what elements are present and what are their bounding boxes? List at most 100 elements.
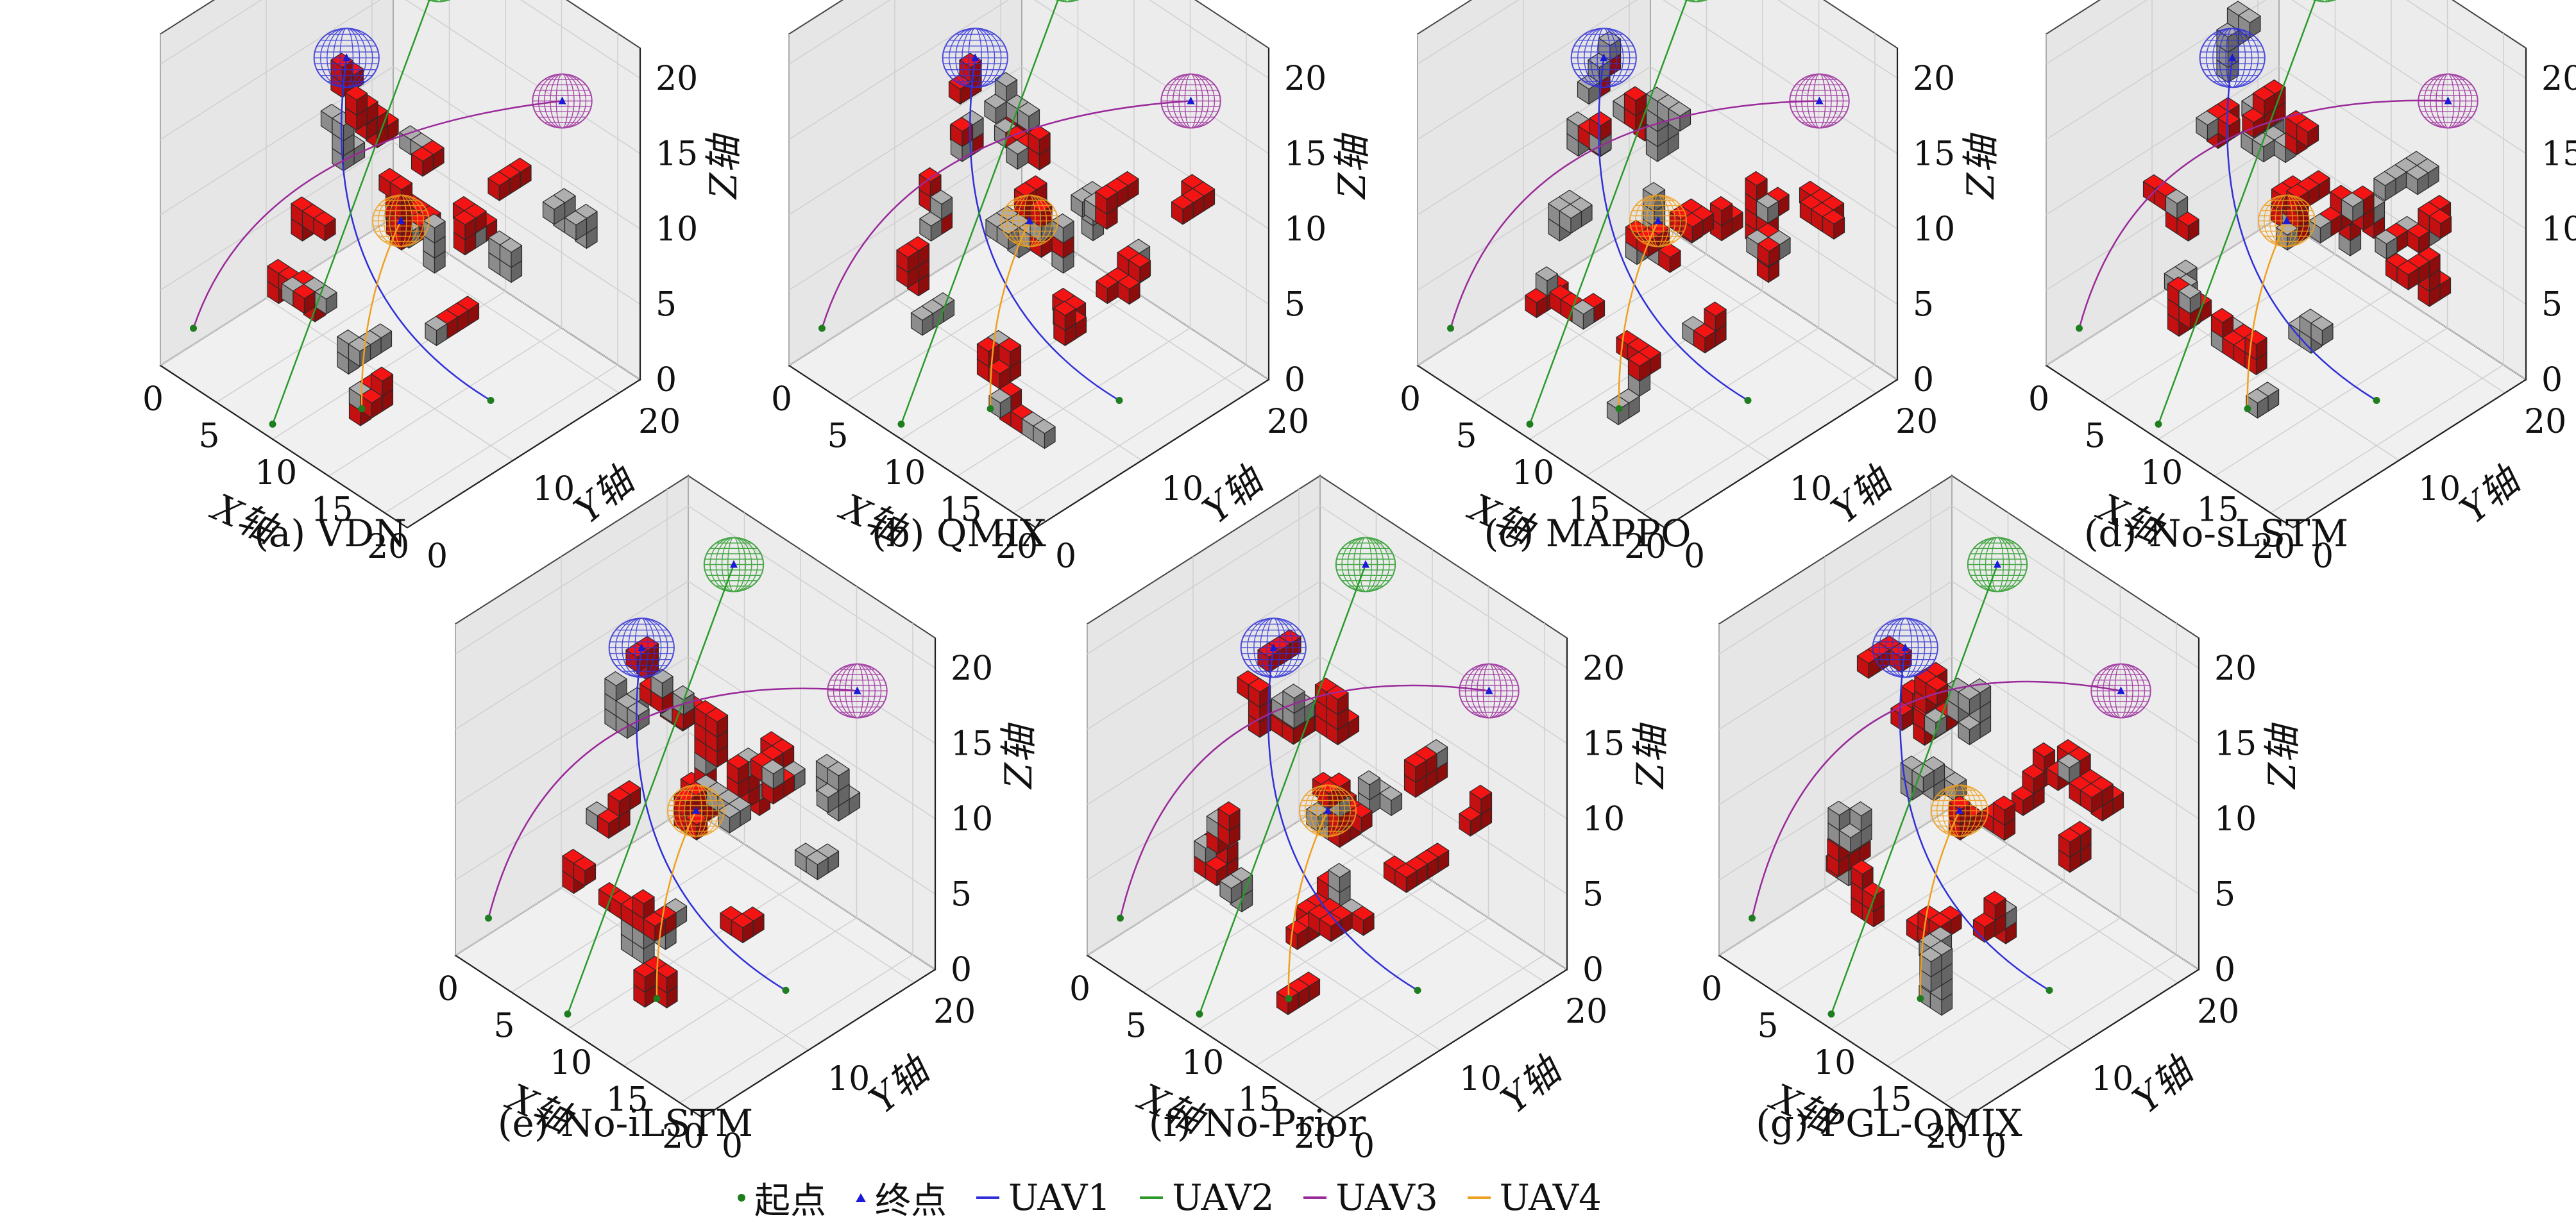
obstacle-face [344,85,368,101]
grid-line [567,880,801,1030]
legend-marker [738,1194,745,1202]
grid-line [1775,843,2008,993]
sphere-outline [2199,28,2266,88]
obstacle-face [1919,947,1942,962]
legend-label: UAV2 [1172,1177,1275,1219]
z-tick-label: 20 [1913,60,1955,98]
grid-line [1013,364,1247,514]
obstacle-face [1668,101,1691,117]
legend-label: 起点 [754,1180,826,1222]
x-tick-label: 5 [2085,417,2106,456]
sphere-outline [667,784,725,837]
end-point [1187,96,1195,105]
grid-line [2257,230,2505,394]
obstacle-face [896,242,919,258]
obstacle-face [2310,315,2334,331]
end-point [692,806,700,814]
obstacle-face [2252,86,2276,101]
x-tick-label: 0 [1701,970,1722,1009]
obstacles [1194,629,1493,1016]
obstacle-face [627,701,650,716]
obstacle-face [1642,181,1666,197]
grid-line [788,141,1022,291]
grid-line [1930,820,2178,984]
goal-sphere-uav4 [1931,784,1988,837]
goal-sphere-uav4 [667,784,725,837]
grid-line [1417,0,1638,140]
sphere-outline [427,0,451,3]
y-tick-label: 0 [1055,537,1076,576]
grid-line [371,230,620,394]
trajectory-uav3 [821,100,1191,329]
x-tick-label: 15 [1568,491,1611,530]
x-tick-label: 15 [940,491,982,530]
trajectory-uav3 [2078,99,2448,329]
obstacle-face [487,171,511,187]
trajectory-uav4 [989,220,1031,409]
obstacle-face [731,913,754,928]
grid-line [2405,0,2527,79]
obstacle-face [360,388,383,404]
start-point [1749,914,1756,922]
x-tick-label: 15 [606,1081,648,1119]
obstacles [267,53,598,426]
goal-sphere-uav4 [372,194,430,247]
grid-line [520,0,641,79]
grid-line [561,887,809,1051]
obstacle-face [984,94,1007,109]
grid-line [2046,141,2280,291]
obstacle-face [1017,101,1040,117]
start-point [2155,421,2162,428]
trajectory-uav1 [635,648,786,991]
start-point [1827,1010,1835,1018]
obstacle-face [1856,648,1880,664]
axes-frame [1417,48,1899,528]
grid [160,0,641,528]
obstacle-face [1704,301,1727,317]
y-tick-label: 20 [933,993,976,1031]
obstacle-face [542,194,566,210]
axis-edge [160,365,408,528]
start-point [1917,995,1924,1002]
z-tick-label: 5 [2214,876,2235,914]
y-tick-label: 20 [1565,993,1607,1031]
y-tick-label: 0 [1684,537,1705,576]
grid-line [1951,731,2199,895]
z-tick-label: 10 [1582,800,1625,839]
start-point [564,1010,572,1018]
obstacle-face [655,963,678,978]
axes-frame [1718,638,2200,1118]
z-tick-label: 15 [1913,135,1955,174]
z-tick-label: 0 [2214,951,2235,989]
obstacle-face [1681,212,1704,228]
grid-line [1887,917,2121,1067]
obstacle-face [389,175,413,190]
obstacle-face [573,856,597,871]
trajectory-uav3 [192,100,563,329]
goal-sphere-uav1 [2199,28,2266,88]
obstacle-face [1627,351,1651,367]
obstacle-face [453,210,477,226]
grid-line [1663,0,1898,155]
trajectory-uav3 [487,687,858,919]
grid-line [1951,580,2199,744]
obstacle-face [1928,912,1952,928]
start-point [485,914,492,922]
obstacle-face [1095,184,1118,200]
grid-line [393,66,641,230]
grid-line [1417,0,1520,65]
goal-sphere-uav3 [1160,73,1221,129]
start-point [2244,405,2251,412]
z-tick-label: 20 [1284,60,1326,98]
sphere-outline [827,663,888,719]
end-point [1324,806,1332,814]
y-tick-label: 20 [1267,403,1309,441]
trajectory-uav2 [900,0,1059,424]
obstacle-face [1469,784,1493,800]
sphere-outline [1872,617,1938,678]
legend-label: 终点 [875,1180,947,1222]
sphere-outline [1967,537,2028,592]
obstacle-face [1394,862,1418,878]
